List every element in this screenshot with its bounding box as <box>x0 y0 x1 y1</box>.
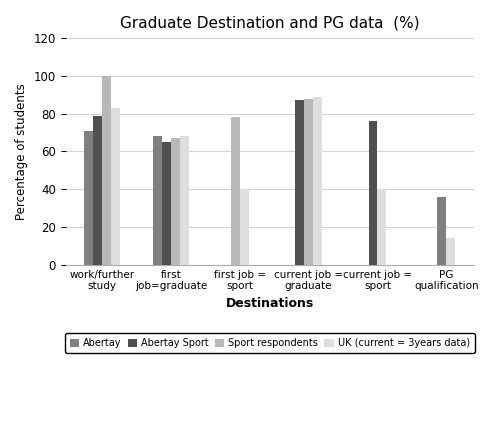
Bar <box>84 130 93 265</box>
Bar <box>446 238 455 265</box>
Bar <box>438 197 446 265</box>
Bar <box>304 98 313 265</box>
Bar <box>368 121 378 265</box>
Bar <box>313 97 322 265</box>
Title: Graduate Destination and PG data  (%): Graduate Destination and PG data (%) <box>120 15 420 30</box>
X-axis label: Destinations: Destinations <box>226 297 314 310</box>
Y-axis label: Percentage of students: Percentage of students <box>15 83 28 220</box>
Bar <box>240 189 248 265</box>
Bar <box>231 118 240 265</box>
Bar <box>102 76 111 265</box>
Bar <box>153 137 162 265</box>
Bar <box>111 108 120 265</box>
Bar <box>162 142 171 265</box>
Bar <box>93 115 102 265</box>
Bar <box>180 137 189 265</box>
Bar <box>171 138 180 265</box>
Bar <box>295 100 304 265</box>
Bar <box>378 189 386 265</box>
Legend: Abertay, Abertay Sport, Sport respondents, UK (current = 3years data): Abertay, Abertay Sport, Sport respondent… <box>65 333 474 353</box>
